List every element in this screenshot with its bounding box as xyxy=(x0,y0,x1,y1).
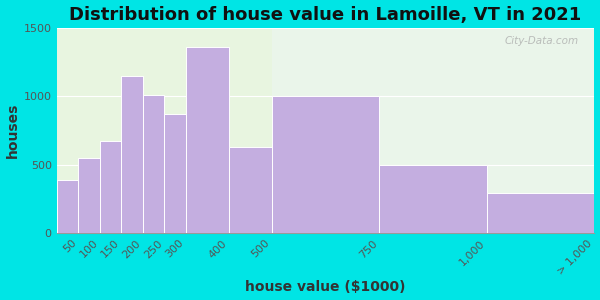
Bar xyxy=(100,141,121,233)
Bar xyxy=(56,180,78,233)
Text: City-Data.com: City-Data.com xyxy=(504,36,578,46)
Bar xyxy=(164,114,185,233)
Bar xyxy=(121,76,143,233)
Bar xyxy=(78,158,100,233)
Bar xyxy=(379,165,487,233)
Bar xyxy=(185,47,229,233)
Bar xyxy=(272,28,595,233)
Bar xyxy=(272,96,379,233)
Bar xyxy=(229,147,272,233)
Y-axis label: houses: houses xyxy=(5,103,20,158)
Bar xyxy=(487,193,595,233)
Title: Distribution of house value in Lamoille, VT in 2021: Distribution of house value in Lamoille,… xyxy=(70,6,581,24)
Bar xyxy=(143,95,164,233)
X-axis label: house value ($1000): house value ($1000) xyxy=(245,280,406,294)
